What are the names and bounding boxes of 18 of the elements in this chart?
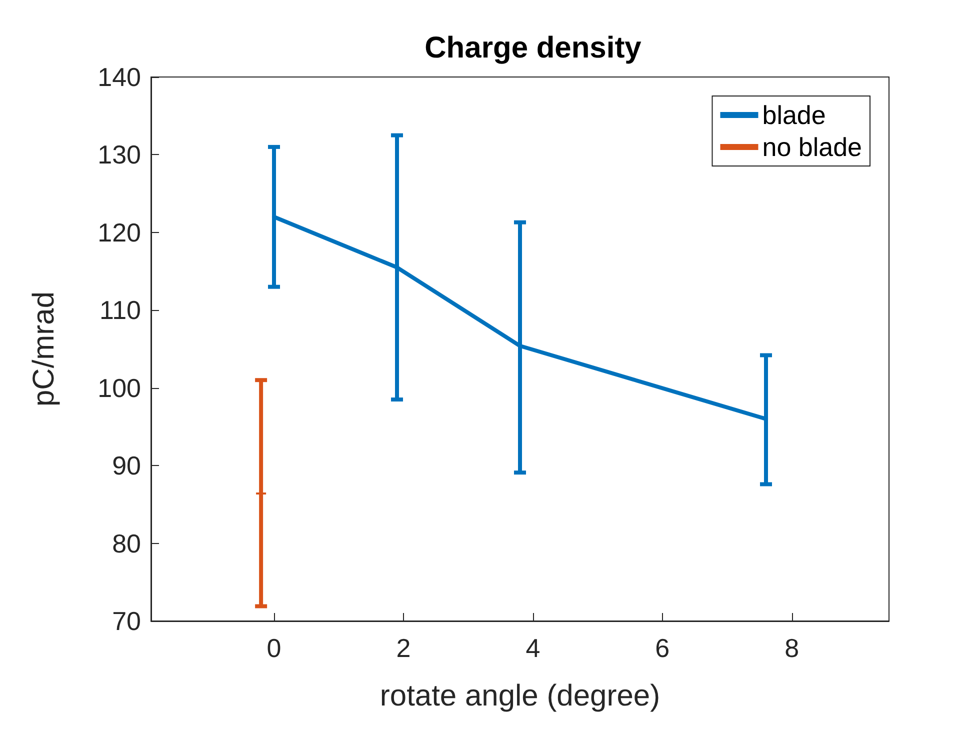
y-tick-label: 110 [100, 295, 141, 326]
y-tick-label: 90 [112, 450, 141, 481]
y-tick-label: 140 [98, 62, 141, 92]
x-tick-label: 0 [266, 633, 282, 663]
y-tick-label: 130 [98, 140, 141, 170]
x-tick-label: 6 [655, 633, 670, 663]
x-axis-title: rotate angle (degree) [380, 680, 660, 712]
legend-label: blade [762, 100, 826, 130]
y-tick-label: 100 [98, 372, 141, 403]
y-tick-label: 70 [112, 606, 141, 636]
legend-label: no blade [762, 132, 862, 162]
x-tick-label: 4 [526, 633, 540, 663]
x-tick-label: 2 [396, 633, 411, 663]
y-axis-title: pC/mrad [28, 291, 60, 407]
chart-title: Charge density [424, 32, 642, 64]
y-tick-label: 80 [112, 528, 141, 558]
y-tick-label: 120 [98, 217, 141, 248]
x-tick-label: 8 [784, 633, 800, 663]
